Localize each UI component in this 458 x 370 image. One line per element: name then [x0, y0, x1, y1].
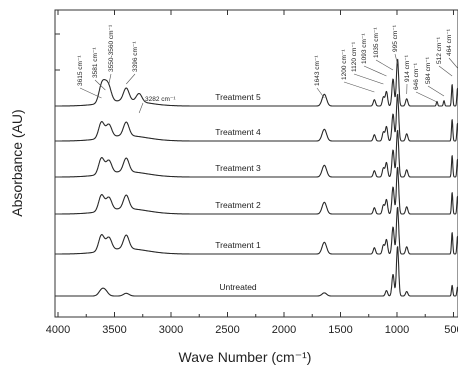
x-tick-label: 1000 [385, 324, 409, 336]
annotation-leader [427, 85, 445, 97]
annotation-leaders [79, 53, 458, 114]
peak-annotation: 584 cm⁻¹ [425, 56, 432, 84]
peak-annotation: 914 cm⁻¹ [404, 54, 411, 82]
annotation-leader [108, 73, 112, 85]
series-line-untreated [57, 246, 458, 297]
x-axis-ticks: 4000 3500 3000 2500 2000 1500 1000 500 [46, 10, 458, 336]
peak-annotation: 3581 cm⁻¹ [92, 47, 99, 78]
x-axis-title: Wave Number (cm⁻¹) [179, 349, 312, 365]
y-axis-ticks [55, 33, 60, 297]
peak-annotation: 1643 cm⁻¹ [314, 55, 321, 86]
series-line-treatment-3 [57, 129, 458, 178]
series-labels: Untreated Treatment 1 Treatment 2 Treatment… [215, 92, 261, 292]
annotation-leader [363, 65, 387, 77]
x-tick-label: 500 [444, 324, 458, 336]
series-label: Treatment 2 [215, 200, 261, 210]
y-axis-title: Absorbance (AU) [9, 109, 25, 216]
x-tick-label: 2500 [215, 324, 239, 336]
annotation-leader [138, 102, 144, 114]
annotation-leader [353, 73, 384, 85]
series-label: Treatment 1 [215, 240, 261, 250]
peak-annotation: 646 cm⁻¹ [413, 62, 420, 90]
x-tick-label: 3000 [159, 324, 183, 336]
annotation-leader [316, 87, 325, 99]
peak-annotation: 1200 cm⁻¹ [341, 49, 348, 80]
peak-annotation: 3396 cm⁻¹ [132, 41, 139, 72]
annotation-leader [79, 87, 102, 99]
peak-annotation: 1035 cm⁻¹ [373, 27, 380, 58]
peak-annotation: 3550-3560 cm⁻¹ [108, 24, 115, 72]
peak-annotation: 3615 cm⁻¹ [77, 55, 84, 86]
series-label: Untreated [219, 282, 257, 292]
annotation-leader [394, 53, 398, 65]
annotation-leader [375, 59, 394, 71]
peak-annotations: 3615 cm⁻¹ 3581 cm⁻¹ 3550-3560 cm⁻¹ 3396 cm⁻… [77, 24, 453, 103]
series-line-treatment-5 [57, 58, 458, 107]
x-tick-label: 2000 [272, 324, 296, 336]
x-tick-label: 1500 [328, 324, 352, 336]
peak-annotation: 3282 cm⁻¹ [145, 96, 176, 103]
series-line-treatment-1 [57, 206, 458, 255]
annotation-leader [438, 65, 453, 77]
annotation-leader [415, 91, 438, 103]
x-tick-label: 3500 [102, 324, 126, 336]
series-label: Treatment 5 [215, 92, 261, 102]
peak-annotation: 1120 cm⁻¹ [351, 41, 358, 72]
annotation-leader [343, 81, 375, 93]
peak-annotation: 512 cm⁻¹ [436, 36, 443, 64]
plot-frame [54, 9, 458, 318]
series-label: Treatment 4 [215, 127, 261, 137]
spectra-curves [57, 58, 458, 297]
x-tick-label: 4000 [46, 324, 70, 336]
series-line-treatment-4 [57, 93, 458, 142]
peak-annotation: 464 cm⁻¹ [446, 28, 453, 56]
series-line-treatment-2 [57, 166, 458, 215]
series-label: Treatment 3 [215, 163, 261, 173]
annotation-leader [448, 57, 458, 69]
annotation-leader [94, 79, 106, 91]
peak-annotation: 995 cm⁻¹ [392, 24, 399, 52]
annotation-leader [126, 73, 136, 85]
peak-annotation: 1093 cm⁻¹ [361, 33, 368, 64]
